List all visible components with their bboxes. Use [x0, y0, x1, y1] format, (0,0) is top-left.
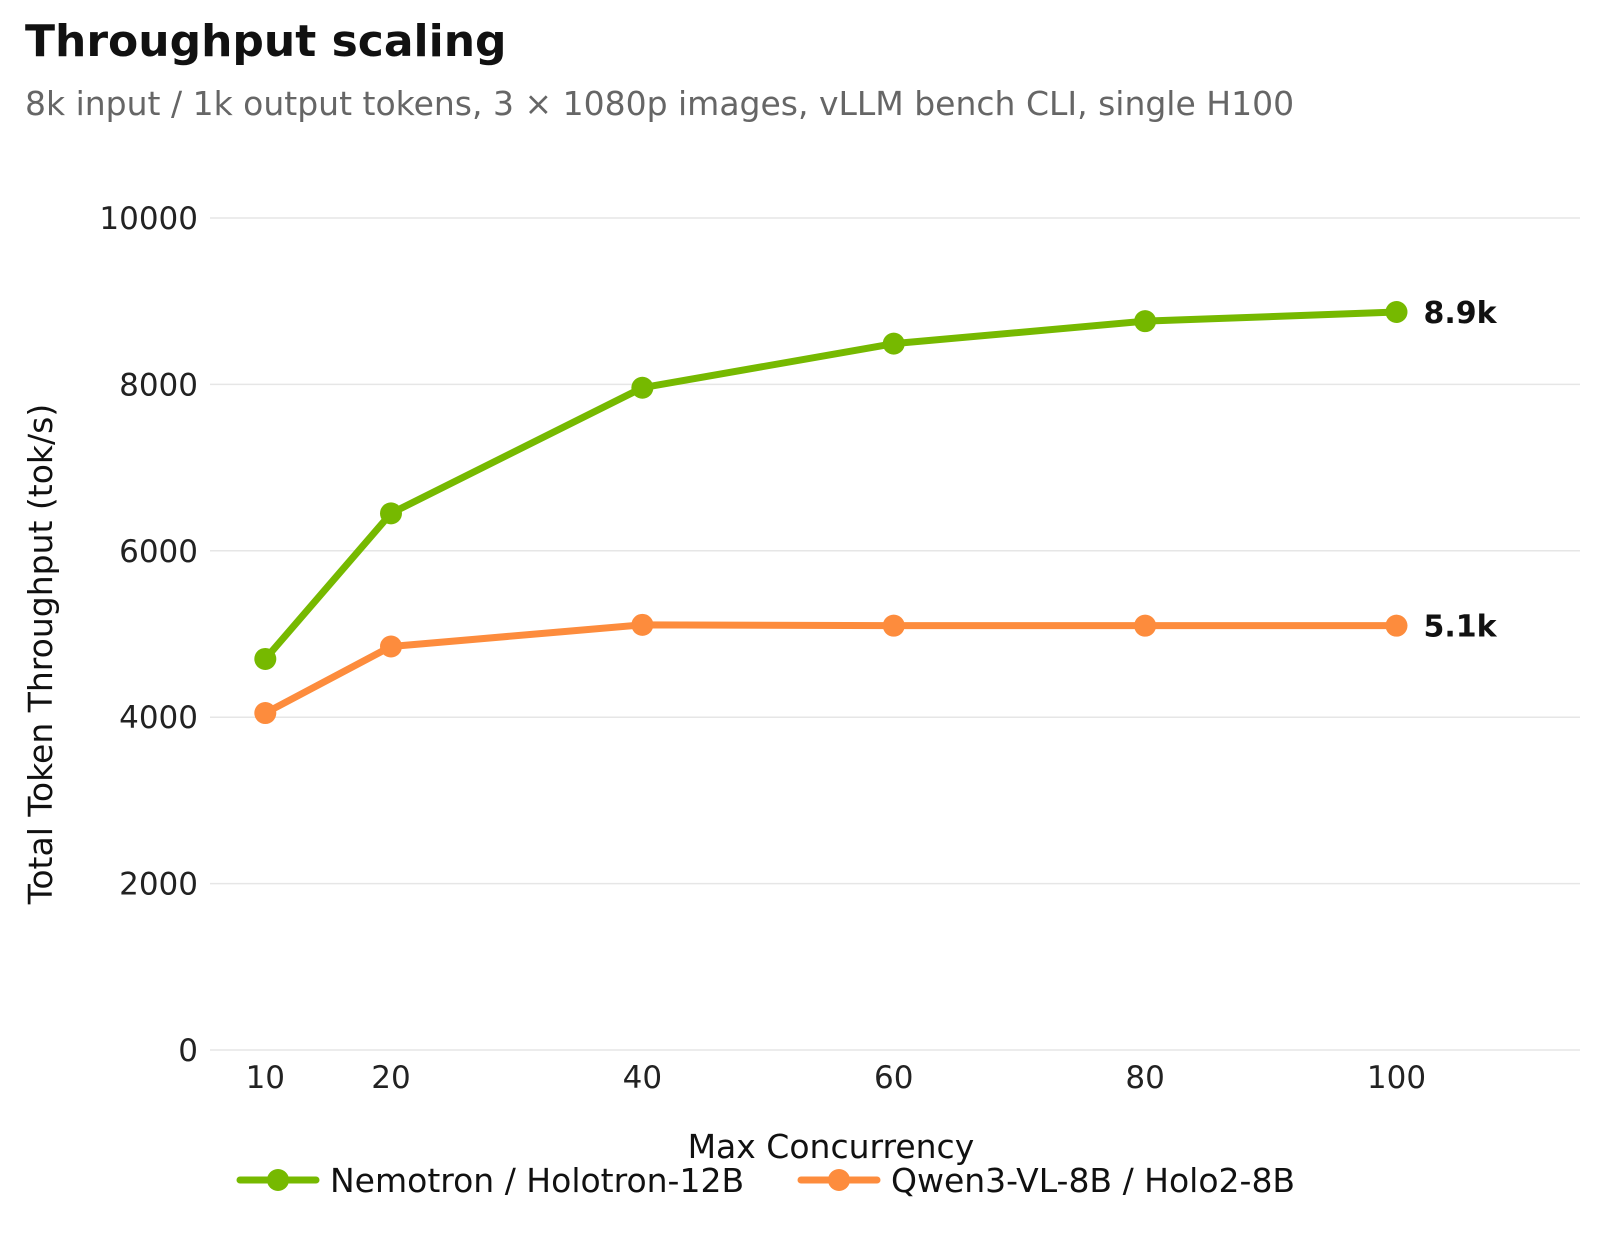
data-point — [379, 502, 402, 525]
y-tick-label: 10000 — [99, 201, 198, 237]
y-tick-label: 6000 — [119, 534, 198, 570]
x-tick-label: 20 — [371, 1060, 410, 1096]
y-tick-label: 2000 — [119, 867, 198, 903]
legend-item-label: Qwen3-VL-8B / Holo2-8B — [891, 1161, 1295, 1200]
series-line — [261, 621, 1400, 717]
x-tick-label: 40 — [623, 1060, 662, 1096]
data-point — [1134, 310, 1157, 333]
end-value-label: 8.9k — [1423, 296, 1497, 331]
data-point — [882, 614, 905, 637]
x-tick-label: 10 — [246, 1060, 285, 1096]
y-axis-label: Total Token Throughput (tok/s) — [21, 404, 60, 905]
data-point — [254, 702, 277, 725]
legend-swatch-marker — [828, 1169, 850, 1191]
x-tick-label: 100 — [1367, 1060, 1426, 1096]
x-tick-label: 60 — [874, 1060, 913, 1096]
data-point — [1385, 614, 1408, 637]
chart-subtitle: 8k input / 1k output tokens, 3 × 1080p i… — [25, 84, 1295, 123]
chart-title: Throughput scaling — [25, 16, 507, 67]
x-tick-label: 80 — [1125, 1060, 1164, 1096]
series-line — [261, 308, 1400, 663]
y-tick-label: 0 — [178, 1033, 198, 1069]
y-tick-label: 8000 — [119, 367, 198, 403]
data-point — [631, 613, 654, 636]
data-point — [1134, 614, 1157, 637]
data-point — [1385, 301, 1408, 324]
data-point — [379, 635, 402, 658]
data-point — [882, 332, 905, 355]
data-point — [631, 376, 654, 399]
end-value-label: 5.1k — [1423, 610, 1497, 645]
legend-item-label: Nemotron / Holotron-12B — [330, 1161, 744, 1200]
y-tick-label: 4000 — [119, 700, 198, 736]
legend-swatch-marker — [267, 1169, 289, 1191]
x-axis-label: Max Concurrency — [688, 1127, 975, 1166]
data-point — [254, 647, 277, 670]
